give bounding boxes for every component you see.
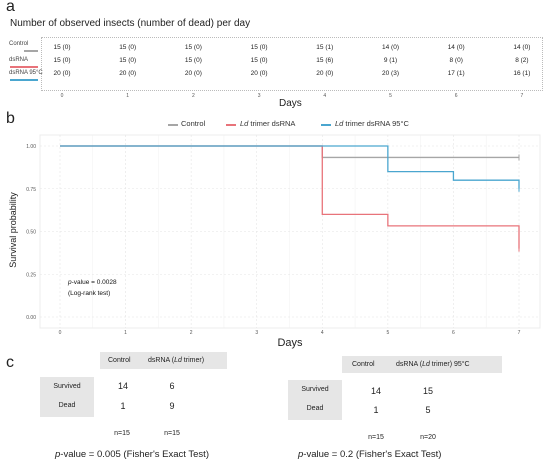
risk-table-cell: 20 (0) (250, 70, 268, 77)
y-tick-label: 0.00 (26, 315, 36, 321)
risk-table-cell: 15 (0) (250, 57, 268, 64)
risk-table-cell: 20 (3) (382, 70, 399, 77)
x-tick-label: 2 (190, 330, 193, 336)
risk-table-day-tick: 5 (389, 93, 392, 99)
risk-table-cell: 20 (0) (184, 70, 202, 77)
risk-table-frame (41, 37, 543, 91)
survival-curve (60, 145, 520, 189)
risk-table-cell: 15 (1) (316, 44, 334, 51)
left-cell: 1 (120, 401, 126, 411)
risk-table-cell: 20 (0) (119, 70, 137, 77)
right-cell: 1 (373, 405, 379, 415)
panel-c-letter: c (6, 354, 14, 371)
legend-label-dsrna: Ld trimer dsRNA (240, 119, 296, 128)
risk-table-day-tick: 3 (257, 93, 261, 99)
x-tick-label: 1 (124, 330, 127, 336)
risk-table-cell: 16 (1) (513, 70, 531, 77)
risk-table-cell: 14 (0) (382, 44, 399, 51)
x-tick-label: 7 (518, 330, 521, 336)
risk-table-day-tick: 4 (323, 93, 327, 99)
risk-table-cell: 20 (0) (316, 70, 334, 77)
right-row-survived: Survived (301, 386, 329, 393)
risk-table-day-tick: 6 (454, 93, 458, 99)
row-label-control: Control (9, 41, 29, 47)
right-table-header: Control dsRNA (Ld trimer) 95°C (342, 356, 502, 373)
right-cell: 5 (425, 405, 431, 415)
legend-swatch-dsrna (226, 124, 236, 126)
dsrna95-color-key (10, 79, 38, 81)
right-fisher-pvalue: p-value = 0.2 (Fisher's Exact Test) (298, 449, 442, 460)
risk-table-cell: 8 (0) (449, 57, 463, 64)
dsrna-color-key (10, 66, 38, 68)
risk-table-day-tick: 7 (520, 93, 524, 99)
left-table-header: Control dsRNA (Ld trimer) (100, 352, 227, 369)
panel-a-letter: a (6, 0, 15, 15)
x-axis-label: Days (277, 337, 303, 349)
panel-a-title: Number of observed insects (number of de… (10, 18, 251, 29)
row-label-dsrna95: dsRNA 95°C (9, 70, 43, 76)
left-n-control: n=15 (114, 430, 130, 437)
legend-label-dsrna95: Ld trimer dsRNA 95°C (335, 119, 409, 128)
right-row-dead: Dead (306, 405, 324, 412)
legend-swatch-dsrna95 (321, 124, 331, 126)
left-row-labels: Survived Dead (40, 377, 94, 417)
left-fisher-pvalue: p-value = 0.005 (Fisher's Exact Test) (55, 449, 209, 460)
risk-table-cell: 15 (0) (53, 57, 71, 64)
right-n-dsrna95: n=20 (420, 434, 436, 441)
left-cell: 9 (169, 401, 175, 411)
x-tick-label: 3 (255, 330, 258, 336)
panel-b-letter: b (6, 110, 15, 127)
y-tick-label: 1.00 (26, 144, 36, 150)
risk-table-cell: 20 (0) (53, 70, 71, 77)
control-color-key (24, 50, 38, 52)
x-tick-label: 4 (321, 330, 324, 336)
right-col-dsrna95: dsRNA (Ld trimer) 95°C (396, 361, 470, 368)
y-tick-label: 0.50 (26, 230, 36, 236)
risk-table-cell: 15 (0) (53, 44, 71, 51)
risk-table-cell: 15 (0) (184, 44, 202, 51)
right-row-labels: Survived Dead (288, 380, 342, 420)
risk-table-cell: 17 (1) (447, 70, 465, 77)
risk-table-cell: 9 (1) (383, 57, 398, 64)
left-cell: 6 (169, 381, 175, 391)
risk-table-cell: 15 (0) (119, 57, 137, 64)
left-n-dsrna: n=15 (164, 430, 180, 437)
risk-table-cell: 15 (0) (184, 57, 202, 64)
y-axis-label: Survival probability (8, 192, 18, 268)
risk-table-cell: 15 (6) (316, 57, 334, 64)
left-row-dead: Dead (58, 402, 76, 409)
right-n-control: n=15 (368, 434, 384, 441)
logrank-pvalue: p-value = 0.0028 (68, 279, 117, 286)
risk-table-cell: 14 (0) (447, 44, 465, 51)
x-tick-label: 5 (386, 330, 389, 336)
risk-table-day-tick: 2 (192, 93, 195, 99)
left-cell: 14 (117, 381, 128, 391)
legend-label-control: Control (181, 119, 206, 128)
legend-swatch-control (168, 124, 178, 126)
risk-table-cell: 15 (0) (119, 44, 137, 51)
left-row-survived: Survived (53, 383, 81, 390)
risk-table-day-tick: 0 (60, 93, 64, 99)
row-label-dsrna: dsRNA (9, 57, 29, 63)
x-tick-label: 0 (59, 330, 62, 336)
risk-table-day-tick: 1 (126, 93, 130, 99)
x-tick-label: 6 (452, 330, 455, 336)
left-col-dsrna: dsRNA (Ld trimer) (148, 357, 205, 364)
right-cell: 14 (370, 386, 381, 396)
y-tick-label: 0.25 (26, 272, 36, 278)
y-tick-label: 0.75 (26, 187, 36, 193)
risk-table-cell: 15 (0) (250, 44, 268, 51)
logrank-note: (Log-rank test) (68, 290, 111, 297)
panel-a-xlabel: Days (279, 98, 302, 109)
right-col-control: Control (352, 361, 375, 368)
left-col-control: Control (108, 357, 131, 364)
chart-legend: Control Ld trimer dsRNA Ld trimer dsRNA … (168, 119, 468, 131)
right-cell: 15 (422, 386, 433, 396)
risk-table-cell: 14 (0) (513, 44, 531, 51)
risk-table-cell: 8 (2) (515, 57, 529, 64)
